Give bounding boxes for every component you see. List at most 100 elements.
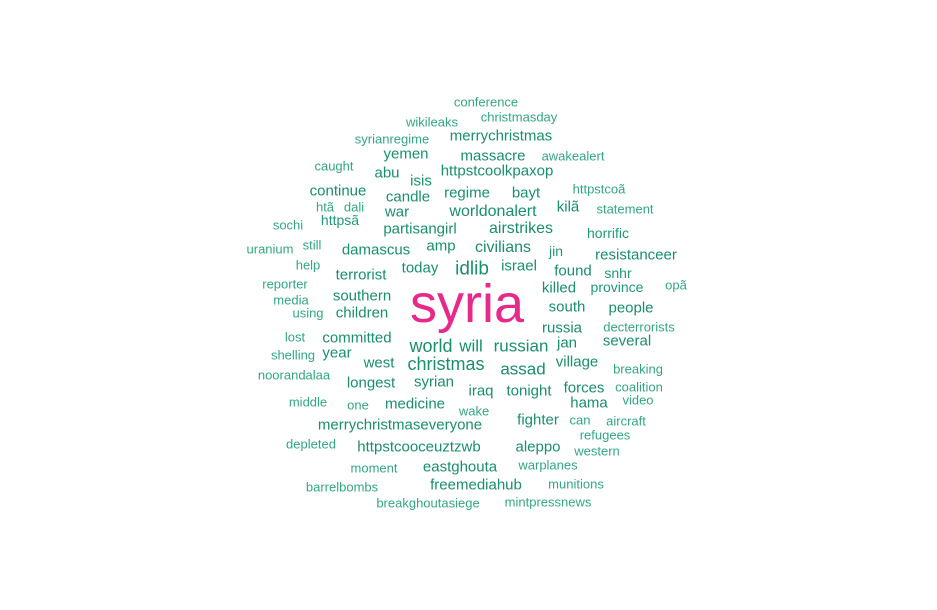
word-isis: isis <box>410 172 432 190</box>
word-kila: kilã <box>556 198 580 216</box>
word-warplanes: warplanes <box>518 457 578 473</box>
word-one: one <box>347 397 369 413</box>
word-fighter: fighter <box>517 411 559 429</box>
word-syrianregime: syrianregime <box>354 131 430 147</box>
word-people: people <box>608 299 654 317</box>
word-damascus: damascus <box>341 241 411 259</box>
word-russian: russian <box>493 336 549 356</box>
word-russia: russia <box>541 319 583 337</box>
word-dali: dali <box>343 199 365 215</box>
word-horrific: horrific <box>586 225 630 241</box>
word-massacre: massacre <box>460 147 526 165</box>
word-found: found <box>554 262 592 280</box>
word-will: will <box>459 336 483 356</box>
word-depleted: depleted <box>286 436 336 452</box>
word-noorandalaa: noorandalaa <box>257 367 331 383</box>
word-resistanceer: resistanceer <box>595 246 677 264</box>
word-village: village <box>555 353 599 371</box>
word-south: south <box>548 298 586 316</box>
word-continue: continue <box>309 182 367 200</box>
word-committed: committed <box>322 329 392 347</box>
word-iraq: iraq <box>468 382 494 400</box>
word-statement: statement <box>596 201 654 217</box>
word-awakealert: awakealert <box>541 148 605 164</box>
word-merrychristmas: merrychristmas <box>449 127 553 145</box>
word-today: today <box>401 259 439 277</box>
word-idlib: idlib <box>455 258 489 280</box>
word-western: western <box>574 443 620 459</box>
word-lost: lost <box>284 329 306 345</box>
word-reporter: reporter <box>262 276 308 292</box>
word-snhr: snhr <box>604 265 632 281</box>
word-forces: forces <box>563 379 605 397</box>
word-killed: killed <box>541 279 577 297</box>
word-medicine: medicine <box>384 395 446 413</box>
word-several: several <box>602 332 652 350</box>
word-syria: syria <box>409 274 525 334</box>
word-jin: jin <box>548 243 564 259</box>
word-can: can <box>569 412 591 428</box>
word-breakghoutasiege: breakghoutasiege <box>376 495 480 511</box>
word-aleppo: aleppo <box>515 438 561 456</box>
word-caught: caught <box>314 158 354 174</box>
word-assad: assad <box>500 359 546 379</box>
word-year: year <box>322 344 352 362</box>
word-decterrorists: decterrorists <box>603 319 675 335</box>
word-sochi: sochi <box>272 217 304 233</box>
word-help: help <box>295 257 321 273</box>
word-terrorist: terrorist <box>335 266 387 284</box>
word-children: children <box>335 304 389 322</box>
word-still: still <box>302 237 322 253</box>
word-merrychristmaseveryone: merrychristmaseveryone <box>317 416 483 434</box>
word-breaking: breaking <box>613 361 663 377</box>
word-shelling: shelling <box>270 347 316 363</box>
word-httpstcoa: httpstcoã <box>572 181 626 197</box>
word-civilians: civilians <box>474 239 532 256</box>
word-regime: regime <box>444 184 490 202</box>
word-partisangirl: partisangirl <box>383 220 457 238</box>
word-middle: middle <box>288 394 328 410</box>
word-war: war <box>384 203 410 221</box>
word-candle: candle <box>385 188 431 206</box>
word-using: using <box>292 305 324 321</box>
word-yemen: yemen <box>383 145 429 163</box>
word-province: province <box>590 279 644 295</box>
word-longest: longest <box>346 374 396 392</box>
word-christmas: christmas <box>407 354 485 374</box>
word-uranium: uranium <box>246 241 294 257</box>
word-israel: israel <box>501 257 537 275</box>
word-wake: wake <box>458 403 490 419</box>
word-freemediahub: freemediahub <box>430 476 522 494</box>
word-syrian: syrian <box>413 373 455 391</box>
word-abu: abu <box>374 164 400 182</box>
word-airstrikes: airstrikes <box>488 220 554 237</box>
word-mintpressnews: mintpressnews <box>504 494 592 510</box>
word-jan: jan <box>556 334 578 352</box>
word-amp: amp <box>426 237 456 255</box>
word-video: video <box>622 392 654 408</box>
word-bayt: bayt <box>511 184 541 202</box>
word-aircraft: aircraft <box>606 413 646 429</box>
word-media: media <box>273 292 309 308</box>
word-hama: hama <box>570 394 608 412</box>
word-southern: southern <box>332 287 392 305</box>
word-hta: htã <box>315 199 335 215</box>
word-conference: conference <box>453 94 519 110</box>
word-world: world <box>409 336 453 356</box>
word-tonight: tonight <box>506 382 552 400</box>
word-west: west <box>363 354 395 372</box>
word-coalition: coalition <box>615 379 663 395</box>
word-munitions: munitions <box>548 476 604 492</box>
word-wikileaks: wikileaks <box>405 114 459 130</box>
word-eastghouta: eastghouta <box>422 458 498 476</box>
word-worldonalert: worldonalert <box>449 203 537 220</box>
word-opa: opã <box>665 277 687 293</box>
word-christmasday: christmasday <box>480 109 558 125</box>
word-httpstcooceuztzwb: httpstcooceuztzwb <box>357 438 481 456</box>
word-moment: moment <box>350 460 398 476</box>
word-httpsa: httpsã <box>320 212 360 228</box>
word-refugees: refugees <box>579 427 631 443</box>
word-barrelbombs: barrelbombs <box>305 479 379 495</box>
word-httpstcoolkpaxop: httpstcoolkpaxop <box>440 162 554 180</box>
